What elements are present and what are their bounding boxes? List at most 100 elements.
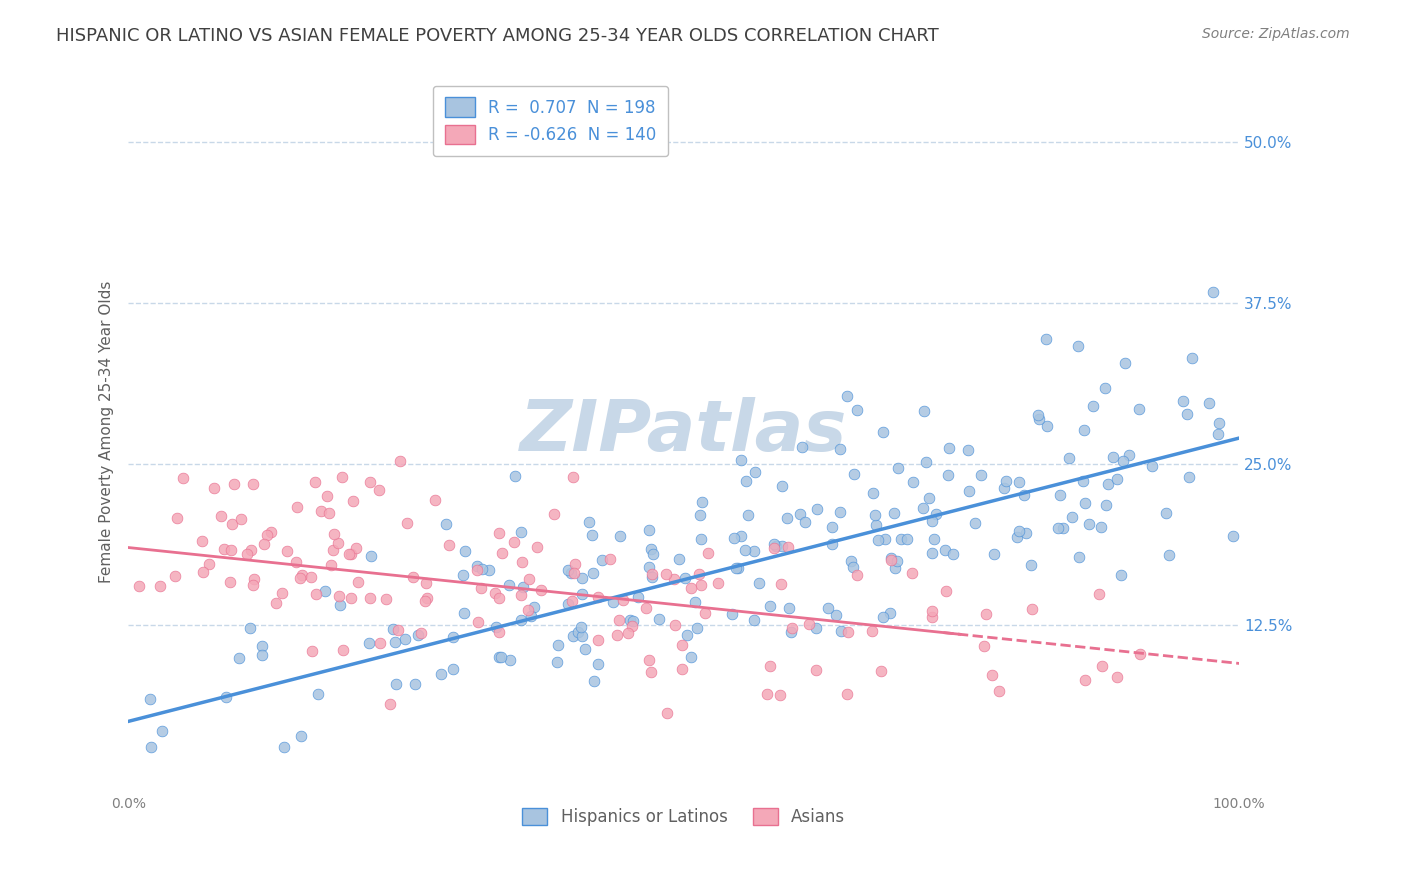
Point xyxy=(453,607,475,621)
Point xyxy=(742,613,765,627)
Point xyxy=(488,526,510,541)
Point xyxy=(965,516,987,531)
Point xyxy=(1021,602,1043,616)
Point xyxy=(384,635,406,649)
Point xyxy=(1095,498,1118,512)
Point xyxy=(837,688,859,702)
Point xyxy=(884,561,907,575)
Point xyxy=(465,558,488,573)
Point xyxy=(860,624,883,639)
Point xyxy=(689,508,711,522)
Point xyxy=(138,692,160,706)
Point xyxy=(491,649,513,664)
Point xyxy=(727,561,749,575)
Point xyxy=(696,546,718,560)
Point xyxy=(1014,526,1036,541)
Point xyxy=(869,664,891,678)
Point xyxy=(307,687,329,701)
Point xyxy=(509,588,531,602)
Point xyxy=(912,500,935,515)
Point xyxy=(273,740,295,755)
Point xyxy=(921,604,943,618)
Point xyxy=(512,580,534,594)
Point xyxy=(780,621,803,635)
Point xyxy=(301,644,323,658)
Point xyxy=(222,476,245,491)
Point xyxy=(270,586,292,600)
Point xyxy=(163,569,186,583)
Point xyxy=(1047,521,1070,535)
Point xyxy=(517,603,540,617)
Point xyxy=(1091,659,1114,673)
Point xyxy=(571,629,593,643)
Point xyxy=(229,512,252,526)
Point xyxy=(707,575,730,590)
Point xyxy=(872,610,894,624)
Point xyxy=(1177,470,1199,484)
Point xyxy=(520,608,543,623)
Point xyxy=(922,532,945,546)
Point xyxy=(673,571,696,585)
Point xyxy=(242,577,264,591)
Point xyxy=(938,441,960,455)
Point xyxy=(299,570,322,584)
Point xyxy=(655,706,678,720)
Point xyxy=(239,622,262,636)
Point xyxy=(425,492,447,507)
Point xyxy=(1128,402,1150,417)
Point xyxy=(239,543,262,558)
Text: ZIPatlas: ZIPatlas xyxy=(520,397,848,467)
Point xyxy=(737,508,759,522)
Point xyxy=(285,500,308,514)
Point xyxy=(1159,548,1181,562)
Point xyxy=(491,546,513,560)
Point xyxy=(221,517,243,532)
Point xyxy=(921,610,943,624)
Point xyxy=(830,624,852,638)
Point xyxy=(890,532,912,546)
Point xyxy=(1102,450,1125,464)
Point xyxy=(872,425,894,440)
Point xyxy=(602,595,624,609)
Point xyxy=(530,582,553,597)
Point xyxy=(935,583,957,598)
Point xyxy=(394,632,416,646)
Point xyxy=(837,625,859,640)
Point xyxy=(914,455,936,469)
Point xyxy=(567,625,589,640)
Point xyxy=(509,524,531,539)
Point xyxy=(1005,530,1028,544)
Point xyxy=(332,642,354,657)
Point xyxy=(328,535,350,549)
Point xyxy=(896,532,918,546)
Point xyxy=(1060,509,1083,524)
Point xyxy=(1052,521,1074,535)
Point xyxy=(561,629,583,643)
Point xyxy=(309,504,332,518)
Point xyxy=(763,537,786,551)
Point xyxy=(1049,487,1071,501)
Point xyxy=(470,581,492,595)
Point xyxy=(588,657,610,672)
Point xyxy=(641,570,664,584)
Point xyxy=(583,673,606,688)
Point xyxy=(921,546,943,560)
Point xyxy=(970,468,993,483)
Point xyxy=(912,404,935,418)
Point xyxy=(359,591,381,605)
Point xyxy=(804,663,827,677)
Point xyxy=(835,389,858,403)
Point xyxy=(957,484,980,499)
Point xyxy=(844,467,866,481)
Point xyxy=(340,547,363,561)
Point xyxy=(720,607,742,621)
Point xyxy=(638,653,661,667)
Point xyxy=(385,677,408,691)
Point xyxy=(149,579,172,593)
Point xyxy=(557,598,579,612)
Point xyxy=(612,593,634,607)
Point xyxy=(1028,412,1050,426)
Point xyxy=(323,527,346,541)
Point xyxy=(778,600,800,615)
Point xyxy=(1109,568,1132,582)
